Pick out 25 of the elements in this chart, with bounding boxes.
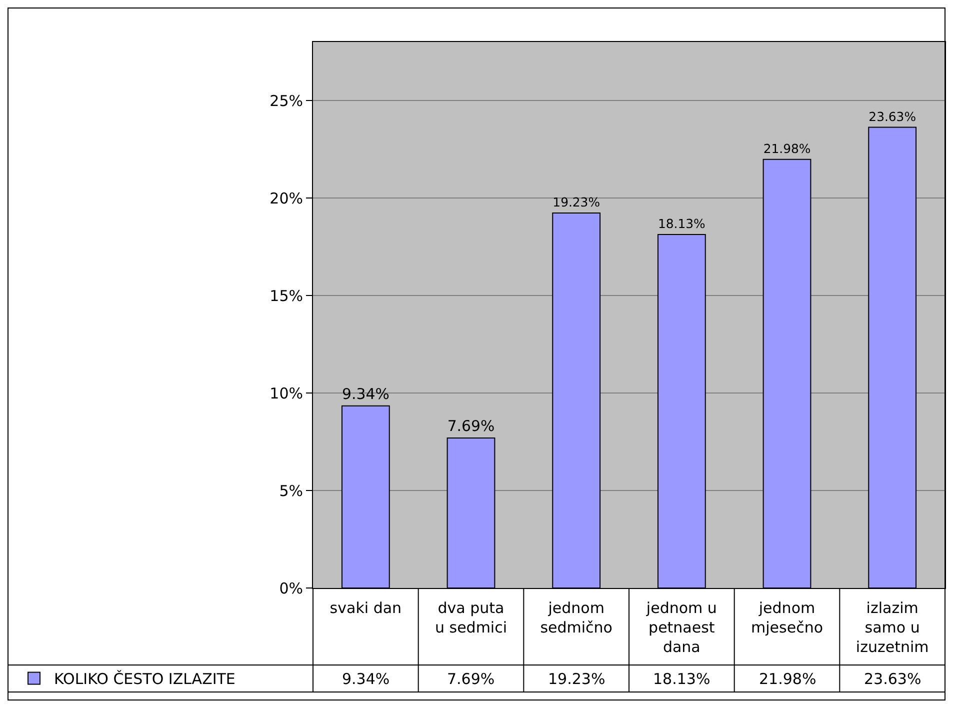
- y-tick-label: 0%: [279, 579, 303, 598]
- text: 9.34%: [342, 384, 390, 403]
- y-tick-label: 20%: [270, 189, 303, 208]
- data-label: 9.34%: [342, 670, 390, 688]
- x-tick-label: svaki dan: [330, 599, 402, 617]
- legend-label: KOLIKO ČESTO IZLAZITE: [54, 670, 236, 688]
- y-tick-label: 5%: [279, 482, 303, 500]
- x-tick-label: jednom sedmično: [540, 599, 612, 636]
- text: 23.63%: [868, 108, 916, 124]
- y-tick-label: 25%: [270, 92, 303, 110]
- x-tick-label: jednom u petnaest dana: [645, 599, 717, 656]
- x-tick-label: dva puta u sedmici: [434, 599, 508, 636]
- text: 7.69%: [447, 417, 495, 436]
- x-tick-label: jednom mjesečno: [751, 599, 823, 636]
- text: 21.98%: [763, 141, 811, 156]
- data-label: 19.23%: [548, 670, 606, 688]
- data-label: 21.98%: [759, 670, 816, 688]
- data-label: 7.69%: [447, 670, 495, 688]
- y-tick-label: 15%: [270, 286, 303, 305]
- text: 18.13%: [658, 216, 706, 232]
- text: 19.23%: [552, 194, 600, 210]
- y-tick-label: 10%: [270, 384, 303, 402]
- data-label: 18.13%: [653, 670, 710, 688]
- x-tick-label: izlazim samo u izuzetnim: [856, 599, 929, 656]
- data-label: 23.63%: [864, 670, 922, 688]
